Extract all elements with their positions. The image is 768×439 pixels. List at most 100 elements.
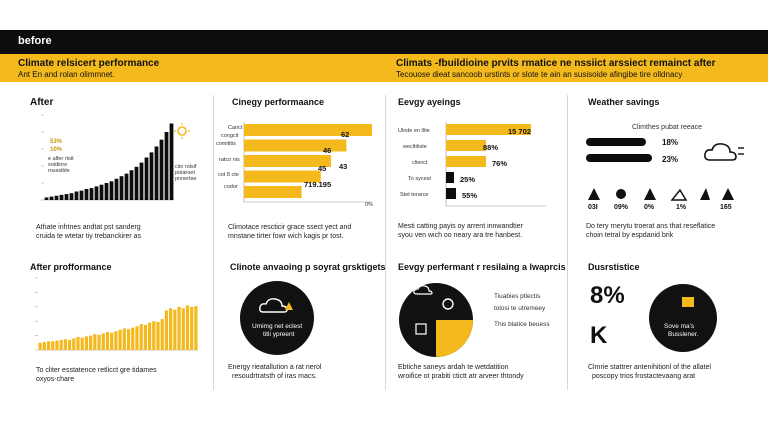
bar	[190, 306, 194, 350]
badge-text: Sove ma's	[664, 323, 695, 330]
bar	[164, 132, 169, 200]
bar-label: ratco nis	[219, 157, 240, 163]
bar-label: wecltitiste	[403, 144, 427, 150]
energy-pie-bullet: Ebtiche saneys ardah te wetdatition	[398, 364, 509, 371]
sun-icon	[616, 189, 626, 199]
bar-label: codor	[224, 184, 238, 190]
band-left-subtitle: Ant En and rolan olimmnet.	[18, 70, 115, 79]
energy-pie-title: Eevgy perfermant r resilaing a lwaprcis	[398, 262, 566, 272]
pie-slice	[436, 320, 473, 357]
bar	[76, 337, 80, 350]
cloud-sun-icon	[704, 143, 744, 161]
page-title: before	[18, 35, 52, 47]
weather-title: Weather savings	[588, 97, 660, 107]
after-performance-caption: oxyos-chare	[36, 376, 75, 383]
bar	[72, 338, 76, 350]
bar	[118, 329, 122, 350]
bar	[110, 332, 114, 350]
bar-label: congcit	[221, 133, 239, 139]
bar	[63, 339, 67, 350]
bar	[156, 321, 160, 350]
bar	[244, 155, 332, 167]
bar	[122, 328, 126, 350]
weather-icon-value: 0%	[644, 204, 655, 211]
bar	[164, 310, 169, 350]
bar	[49, 196, 54, 200]
bar-label: Carict	[228, 125, 243, 131]
weather-value: 23%	[662, 155, 679, 164]
sun-icon	[285, 302, 293, 310]
window-icon	[415, 323, 427, 335]
bar-label: To sycest	[408, 176, 431, 182]
chart-icon	[682, 297, 694, 307]
bar	[177, 306, 181, 350]
business-badge	[649, 284, 717, 352]
bar	[152, 321, 156, 350]
climate-badge	[240, 281, 314, 355]
bar-label: clienct	[412, 160, 428, 166]
weather-subtitle: Climthes pubat reeace	[632, 124, 703, 131]
after-performance-title: After profformance	[30, 262, 112, 272]
bar	[54, 195, 59, 200]
weather-icon-value: 09%	[614, 204, 629, 211]
climate-saving-bullet: resoudrtratsth of iras macs.	[232, 373, 317, 380]
bar	[131, 327, 135, 350]
tree-icon	[700, 188, 710, 200]
bar	[80, 337, 84, 350]
bar	[99, 184, 104, 200]
bar	[55, 340, 59, 350]
energy-pie-bullet: wroifice ot prabiti ctictt atr arveer th…	[398, 373, 524, 380]
bar	[244, 124, 372, 136]
bar-value: 43	[339, 162, 348, 171]
energy-savings-chart	[445, 122, 546, 207]
bar-value: 46	[323, 146, 332, 155]
bar	[79, 190, 84, 200]
legend-item: tolosi te utremeey	[494, 305, 546, 312]
bar	[59, 194, 64, 200]
bar	[64, 194, 69, 200]
after-performance-caption: To cliter esstatence retlicct gre tidame…	[36, 367, 157, 374]
bar-value: 62	[341, 130, 350, 139]
bar	[105, 332, 110, 350]
bar	[93, 334, 97, 350]
bar	[446, 172, 454, 183]
after-note: e alfer rloit	[48, 156, 74, 162]
bar	[135, 326, 139, 350]
after-caption: Athate inhtnes andtat pst sanderg	[36, 224, 141, 231]
column-divider	[385, 95, 386, 390]
bar	[169, 123, 174, 200]
tree-icon	[588, 188, 600, 200]
energy-performance-title: Cinegy performaance	[232, 97, 325, 107]
bar-value: 15 702	[508, 127, 531, 136]
business-bullet: poscopy trios frostactevaang arat	[592, 373, 696, 380]
band-right-title: Climats -fbuildioine prvits rmatice ne n…	[396, 58, 716, 69]
bar	[119, 176, 124, 200]
bar	[67, 339, 72, 350]
bar	[159, 139, 164, 200]
bar-value: 45	[318, 164, 327, 173]
energy-savings-title: Eevgy ayeings	[398, 97, 461, 107]
bar	[149, 152, 154, 200]
bar	[84, 336, 89, 350]
cloud-icon	[259, 298, 288, 313]
bar	[104, 183, 109, 200]
bar-value: 719.195	[304, 180, 332, 189]
tree-icon	[644, 188, 656, 200]
energy-performance-caption: mnstane tirter fowr wich kagis pr tost.	[228, 233, 344, 240]
bar	[97, 334, 101, 350]
after-bar-chart	[41, 114, 174, 201]
bar	[194, 306, 198, 350]
bar	[134, 166, 139, 200]
bar	[84, 188, 89, 200]
weather-icon-value: 03I	[588, 204, 598, 211]
title-bar: before	[0, 30, 768, 54]
climate-saving-bullet: Energy rieatallution a rat nerol	[228, 364, 322, 371]
bar-value: 55%	[462, 191, 478, 200]
bar	[143, 324, 147, 350]
bar	[38, 342, 42, 350]
bar	[154, 146, 159, 200]
after-note-right: ciio rolsif	[175, 164, 197, 170]
bar	[129, 170, 134, 200]
sun-icon	[174, 123, 190, 139]
bar	[89, 188, 94, 200]
